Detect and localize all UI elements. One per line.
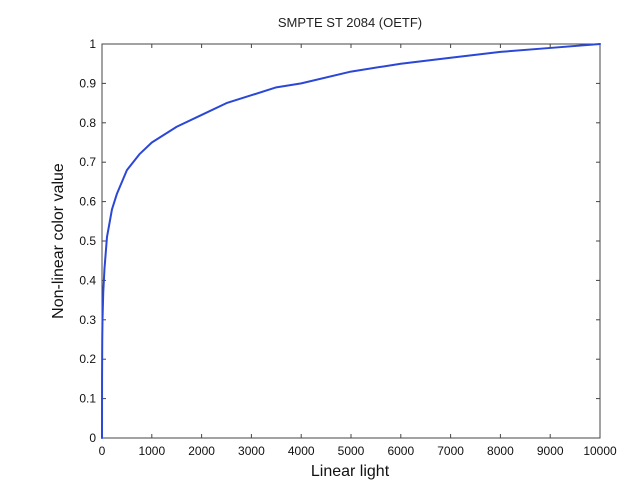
- x-tick-label: 9000: [537, 444, 564, 458]
- x-tick-label: 3000: [238, 444, 265, 458]
- y-tick-label: 0: [89, 431, 96, 445]
- x-tick-label: 6000: [387, 444, 414, 458]
- x-tick-label: 1000: [138, 444, 165, 458]
- y-axis: 0 0.1 0.2 0.3 0.4 0.5 0.6 0.7 0.8 0.9 1: [79, 37, 600, 445]
- x-axis-label: Linear light: [311, 463, 390, 480]
- y-tick-label: 0.4: [79, 273, 96, 287]
- x-tick-label: 0: [99, 444, 106, 458]
- x-tick-label: 4000: [288, 444, 315, 458]
- y-tick-label: 0.6: [79, 195, 96, 209]
- y-tick-label: 0.8: [79, 116, 96, 130]
- x-tick-label: 5000: [338, 444, 365, 458]
- y-tick-label: 0.2: [79, 352, 96, 366]
- series-line: [101, 43, 601, 439]
- chart-title: SMPTE ST 2084 (OETF): [278, 15, 422, 30]
- y-axis-label: Non-linear color value: [50, 163, 67, 319]
- plot-area: [101, 43, 601, 439]
- y-tick-label: 0.3: [79, 313, 96, 327]
- y-tick-label: 0.1: [79, 392, 96, 406]
- x-axis: 0 1000 2000 3000 4000 5000 6000 7000 8000 9000 100…: [99, 44, 617, 458]
- x-tick-label: 2000: [188, 444, 215, 458]
- y-tick-label: 0.5: [79, 234, 96, 248]
- x-tick-label: 10000: [583, 444, 617, 458]
- y-tick-label: 1: [89, 37, 96, 51]
- x-tick-label: 7000: [437, 444, 464, 458]
- x-tick-label: 8000: [487, 444, 514, 458]
- y-tick-label: 0.9: [79, 76, 96, 90]
- y-tick-label: 0.7: [79, 155, 96, 169]
